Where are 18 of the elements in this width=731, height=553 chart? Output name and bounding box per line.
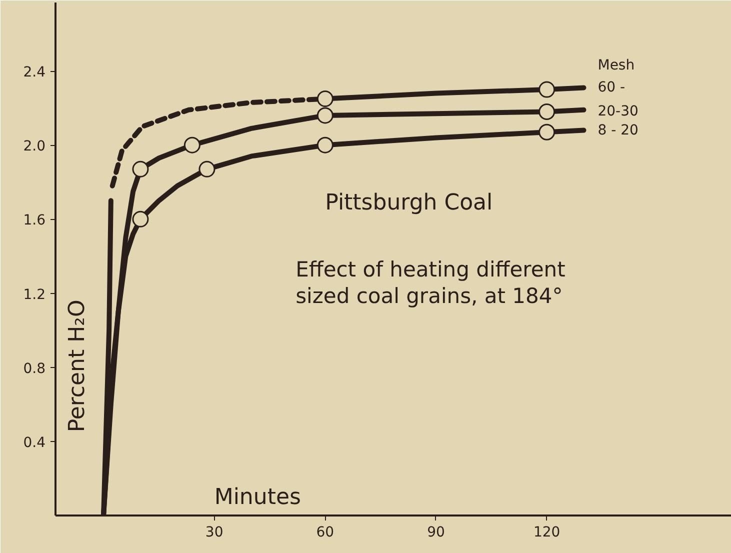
y-tick-label: 0.8 <box>23 360 46 377</box>
x-tick-label: 30 <box>205 524 224 540</box>
y-tick-label: 2.4 <box>23 64 46 81</box>
x-tick-label: 90 <box>427 524 445 540</box>
legend-title: Mesh <box>598 58 635 74</box>
series-label: 20-30 <box>598 103 638 120</box>
y-axis-title: Percent H₂O <box>65 300 90 432</box>
x-axis-title: Minutes <box>214 484 301 510</box>
y-tick-label: 2.0 <box>23 138 46 155</box>
series-label: 60 - <box>598 80 626 96</box>
y-tick-label: 1.6 <box>23 212 46 229</box>
y-tick-label: 1.2 <box>23 286 46 303</box>
x-tick-label: 60 <box>316 524 334 540</box>
text: Pittsburgh Coal <box>325 190 493 216</box>
series-label: 8 - 20 <box>598 122 638 138</box>
y-tick-label: 0.4 <box>23 434 46 451</box>
text: Effect of heating different sized coal grains, at 184° <box>296 258 566 308</box>
x-tick-label: 120 <box>533 524 560 540</box>
